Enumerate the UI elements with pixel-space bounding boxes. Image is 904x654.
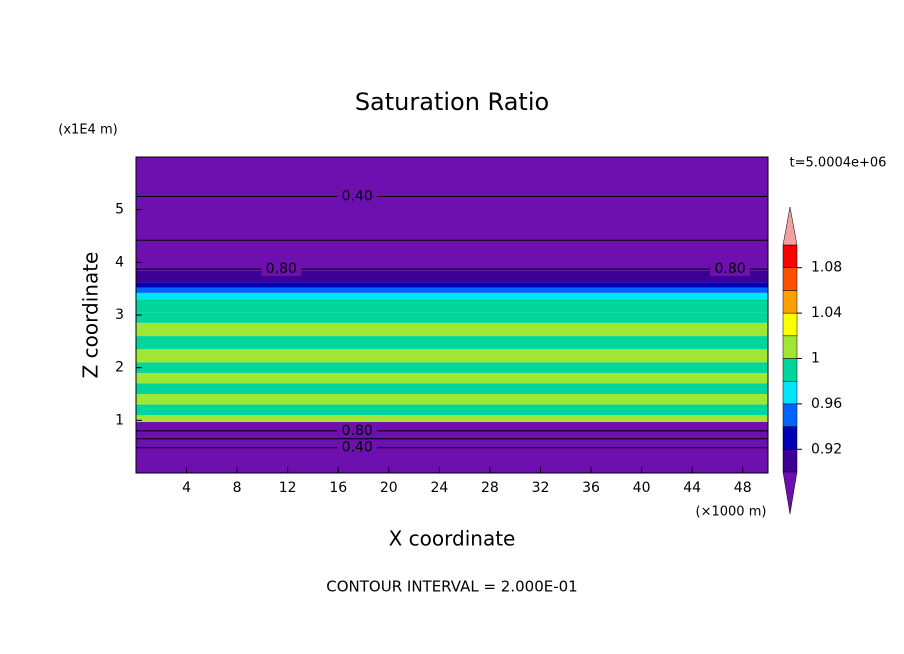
contour-fill	[136, 336, 768, 350]
contour-fill	[136, 415, 768, 422]
colorbar-over	[782, 206, 798, 246]
x-tick-label: 28	[481, 480, 499, 496]
contour-fill	[136, 282, 768, 288]
x-tick-label: 32	[532, 480, 550, 496]
contour-fill	[136, 362, 768, 373]
contour-fill	[136, 312, 768, 323]
contour-fill	[136, 394, 768, 405]
time-label: t=5.0004e+06	[790, 156, 887, 171]
contour-fill	[136, 383, 768, 394]
x-unit: (×1000 m)	[696, 505, 767, 520]
contour-label: 0.80	[342, 423, 373, 439]
colorbar-segment	[782, 358, 798, 382]
contour-fill	[136, 349, 768, 363]
contour-label: 0.80	[266, 261, 297, 277]
colorbar-segment	[782, 312, 798, 337]
colorbar-tick-label: 1.04	[811, 305, 842, 321]
x-tick-label: 12	[279, 480, 297, 496]
contour-label: 0.40	[342, 440, 373, 456]
contour-label-bg	[337, 440, 378, 455]
contour-label: 0.80	[714, 261, 745, 277]
contour-fill	[136, 287, 768, 293]
x-tick-label: 20	[380, 480, 398, 496]
contour-label-bg	[261, 262, 302, 277]
y-tick-label: 5	[115, 202, 124, 218]
colorbar-segment	[782, 267, 798, 291]
colorbar-tick-label: 1.08	[811, 260, 842, 276]
x-tick-label: 44	[683, 480, 701, 496]
colorbar-tick-label: 0.92	[811, 441, 842, 457]
footer: CONTOUR INTERVAL = 2.000E-01	[326, 578, 577, 596]
x-axis-label: X coordinate	[389, 527, 516, 551]
x-tick-label: 8	[233, 480, 242, 496]
colorbar-segment	[782, 449, 798, 473]
colorbar-segment	[782, 426, 798, 450]
x-tick-label: 48	[734, 480, 752, 496]
colorbar-segment	[782, 380, 798, 405]
contour-label-bg	[337, 189, 378, 204]
x-tick-label: 4	[182, 480, 191, 496]
y-tick-label: 3	[115, 307, 124, 323]
colorbar-tick-label: 1	[811, 351, 820, 367]
contour-label-bg	[337, 423, 378, 438]
x-tick-label: 40	[633, 480, 651, 496]
colorbar-segment	[782, 244, 798, 268]
contour-fill	[136, 292, 768, 300]
contour-fill	[136, 372, 768, 384]
x-tick-label: 24	[430, 480, 448, 496]
contour-fill	[136, 270, 768, 283]
contour-fill	[136, 322, 768, 337]
contour-label-bg	[710, 262, 751, 277]
contour-fill	[136, 299, 768, 313]
y-tick-label: 2	[115, 360, 124, 376]
y-tick-label: 1	[115, 412, 124, 428]
x-tick-label: 36	[582, 480, 600, 496]
colorbar-segment	[782, 290, 798, 314]
colorbar-segment	[782, 403, 798, 427]
colorbar-under	[782, 471, 798, 515]
y-unit: (x1E4 m)	[58, 123, 117, 138]
colorbar-tick-label: 0.96	[811, 396, 842, 412]
contour-label: 0.40	[342, 189, 373, 205]
y-axis-label: Z coordinate	[79, 252, 103, 379]
colorbar-segment	[782, 335, 798, 359]
chart-title: Saturation Ratio	[355, 88, 549, 116]
contour-fill	[136, 404, 768, 416]
y-tick-label: 4	[115, 254, 124, 270]
x-tick-label: 16	[329, 480, 347, 496]
contour-fill	[136, 157, 768, 271]
